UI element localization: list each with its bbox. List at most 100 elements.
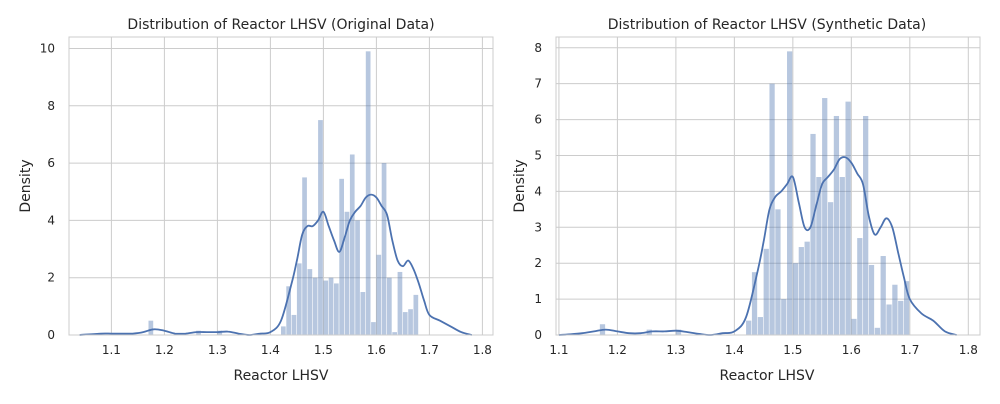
- kde-curve: [79, 193, 473, 336]
- x-axis-label: Reactor LHSV: [719, 368, 814, 384]
- x-tick-label: 1.2: [608, 343, 627, 357]
- histogram-bar: [792, 263, 799, 335]
- histogram-bar: [148, 320, 154, 335]
- histogram-bar: [857, 238, 863, 335]
- histogram-bar: [328, 277, 334, 335]
- x-tick-label: 1.5: [783, 343, 802, 357]
- histogram-bar: [291, 314, 297, 335]
- histogram-bar: [868, 264, 875, 335]
- histogram-bar: [804, 241, 810, 335]
- y-tick-label: 2: [534, 256, 542, 270]
- x-tick-label: 1.3: [666, 343, 685, 357]
- histogram-bar: [413, 294, 419, 335]
- y-tick-label: 4: [47, 213, 55, 227]
- y-tick-label: 8: [534, 41, 542, 55]
- histogram-bar: [880, 256, 886, 335]
- x-tick-label: 1.1: [549, 343, 568, 357]
- plot-background: [69, 37, 493, 335]
- histogram-bar: [349, 154, 355, 335]
- histogram-bar: [355, 220, 360, 335]
- y-tick-label: 2: [47, 271, 55, 285]
- x-tick-label: 1.6: [842, 343, 861, 357]
- plot-frame: [555, 36, 981, 336]
- x-tick-label: 1.8: [473, 343, 492, 357]
- histogram-bar: [757, 317, 764, 335]
- histogram-bar: [408, 309, 413, 335]
- y-tick-label: 7: [534, 77, 542, 91]
- y-tick-label: 8: [47, 99, 55, 113]
- histogram-bar: [816, 177, 822, 335]
- histogram-bar: [323, 280, 329, 335]
- histogram-bar: [318, 120, 323, 335]
- chart-synthetic: 1.1 1.2 1.3 1.4 1.5 1.6 1.7 1.8 0 1 2 3 4 5 6 7 8 Distri…: [512, 17, 981, 384]
- histogram-bar: [286, 286, 291, 335]
- y-axis-label: Density: [18, 159, 34, 212]
- histogram-bar: [344, 211, 350, 335]
- histogram-bar: [376, 254, 382, 335]
- histogram-bar: [397, 271, 403, 335]
- y-tick-label: 0: [47, 328, 55, 342]
- chart-title: Distribution of Reactor LHSV (Original D…: [127, 17, 434, 33]
- histogram-bar: [763, 248, 769, 335]
- histogram-bar: [787, 51, 793, 335]
- x-tick-label: 1.7: [420, 343, 439, 357]
- histogram-bar: [339, 178, 344, 335]
- y-tick-label: 6: [47, 156, 55, 170]
- histogram-bar: [387, 277, 392, 335]
- x-tick-label: 1.2: [155, 343, 174, 357]
- histogram-bar: [371, 322, 376, 335]
- x-tick-label: 1.7: [900, 343, 919, 357]
- histogram-bar: [296, 263, 302, 335]
- x-tick-label: 1.4: [261, 343, 280, 357]
- histogram-bar: [851, 318, 857, 335]
- histogram-bar: [775, 209, 781, 335]
- x-tick-label: 1.3: [208, 343, 227, 357]
- histogram-bar: [381, 163, 387, 335]
- histogram-bar: [307, 269, 313, 335]
- y-tick-label: 10: [40, 41, 55, 55]
- x-axis-label: Reactor LHSV: [233, 368, 328, 384]
- histogram-bar: [746, 320, 752, 335]
- histogram-bar: [874, 327, 880, 335]
- histogram-bar: [863, 115, 869, 336]
- histogram-bar: [781, 299, 787, 335]
- y-tick-label: 6: [534, 113, 542, 127]
- histogram-bar: [769, 83, 775, 335]
- y-tick-label: 0: [534, 328, 542, 342]
- y-axis-label: Density: [512, 159, 528, 212]
- histogram-bar: [798, 247, 804, 335]
- histogram-bar: [402, 312, 408, 335]
- y-tick-label: 4: [534, 184, 542, 198]
- histogram-bar: [675, 329, 682, 335]
- histogram-bar: [751, 272, 758, 335]
- histogram-bar: [892, 284, 898, 335]
- y-tick-label: 1: [534, 292, 542, 306]
- x-tick-label: 1.4: [725, 343, 744, 357]
- plot-frame: [68, 36, 494, 336]
- histogram-bar: [827, 202, 834, 335]
- histogram-bar: [898, 300, 904, 335]
- chart-title: Distribution of Reactor LHSV (Synthetic …: [608, 17, 926, 33]
- histogram-bar: [833, 115, 840, 336]
- histogram-bar: [365, 51, 371, 335]
- histogram-bar: [334, 283, 339, 335]
- histogram-bar: [281, 326, 286, 335]
- histogram-bar: [810, 133, 816, 335]
- histogram-bar: [822, 98, 828, 335]
- histogram-bar: [839, 177, 845, 335]
- histogram-bar: [302, 177, 307, 335]
- histogram-bar: [360, 292, 366, 335]
- histogram-bar: [392, 332, 397, 335]
- kde-curve: [558, 156, 957, 336]
- y-tick-label: 5: [534, 148, 542, 162]
- histogram-bar: [312, 277, 318, 335]
- x-tick-label: 1.8: [959, 343, 978, 357]
- histogram-bar: [903, 281, 910, 335]
- y-tick-label: 3: [534, 220, 542, 234]
- x-tick-label: 1.1: [102, 343, 121, 357]
- histogram-bar: [886, 304, 892, 335]
- chart-original: 1.1 1.2 1.3 1.4 1.5 1.6 1.7 1.8 0 2 4 6 8 10 Distribu…: [18, 17, 494, 384]
- x-tick-label: 1.5: [314, 343, 333, 357]
- histogram-bar: [845, 101, 851, 336]
